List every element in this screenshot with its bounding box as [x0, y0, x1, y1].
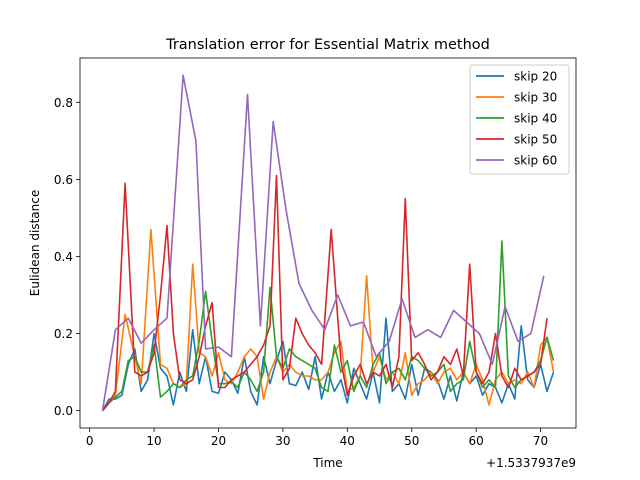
y-tick-label: 0.4 — [54, 250, 73, 264]
legend-entries: skip 20 skip 30 skip 40 skip 50 skip 60 — [476, 70, 557, 168]
x-axis-label: Time — [312, 456, 342, 470]
y-tick-label: 0.2 — [54, 327, 73, 341]
legend-label: skip 30 — [514, 91, 557, 105]
legend-label: skip 20 — [514, 70, 557, 84]
x-tick-label: 60 — [469, 434, 484, 448]
y-axis-label: Eulidean distance — [28, 190, 42, 296]
x-tick-label: 30 — [275, 434, 290, 448]
legend-label: skip 40 — [514, 112, 557, 126]
legend-box — [469, 64, 570, 175]
x-axis-offset-text: +1.5337937e9 — [486, 456, 576, 470]
series-line-5 — [101, 74, 545, 411]
x-tick-label: 40 — [340, 434, 355, 448]
y-tick-label: 0.6 — [54, 173, 73, 187]
plot-frame — [79, 57, 577, 429]
y-axis-ticks: 0.0 0.2 0.4 0.6 0.8 — [54, 96, 80, 418]
series-layer — [101, 74, 555, 412]
x-tick-label: 0 — [86, 434, 94, 448]
x-tick-label: 50 — [404, 434, 419, 448]
x-tick-label: 10 — [146, 434, 161, 448]
legend: skip 20 skip 30 skip 40 skip 50 skip 60 — [469, 64, 570, 175]
x-tick-label: 70 — [533, 434, 548, 448]
y-tick-label: 0.8 — [54, 96, 73, 110]
legend-label: skip 60 — [514, 154, 557, 168]
x-tick-label: 20 — [211, 434, 226, 448]
series-line-4 — [101, 174, 548, 412]
legend-label: skip 50 — [514, 133, 557, 147]
chart-title: Translation error for Essential Matrix m… — [165, 37, 490, 53]
x-axis-ticks: 0 10 20 30 40 50 60 70 — [86, 428, 548, 448]
series-line-2 — [101, 228, 555, 412]
y-tick-label: 0.0 — [54, 404, 73, 418]
